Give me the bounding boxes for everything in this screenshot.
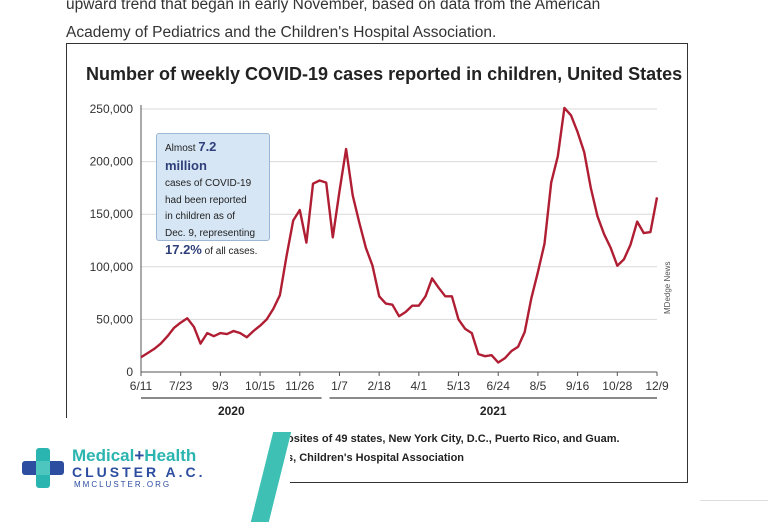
intro-line-1: upward trend that began in early Novembe… [66, 0, 601, 13]
x-tick-label: 12/9 [645, 379, 669, 393]
annotation-prefix: Almost [165, 143, 196, 154]
x-tick-label: 6/11 [130, 379, 153, 393]
annotation-percent-value: 17.2% [165, 242, 202, 257]
source-note-1: osites of 49 states, New York City, D.C.… [287, 433, 620, 445]
x-tick-label: 9/16 [566, 379, 590, 393]
line-chart: 250,000 200,000 150,000 100,000 50,000 06/11 7… [90, 102, 669, 418]
medical-cross-icon [22, 448, 64, 488]
x-tick-label: 1/7 [331, 379, 348, 393]
x-tick-label: 10/15 [245, 379, 275, 393]
x-tick-label: 9/3 [212, 379, 229, 393]
y-tick-label: 250,000 [90, 102, 134, 116]
annotation-line-4: in children as of [165, 211, 236, 222]
source-note-2: s, Children's Hospital Association [287, 452, 465, 464]
annotation-box: Almost 7.2 million cases of COVID-19 had… [156, 133, 270, 257]
article-text: upward trend that began in early Novembe… [66, 0, 756, 47]
y-tick-label: 100,000 [90, 260, 134, 274]
logo-url: MMCLUSTER.ORG [74, 480, 172, 489]
logo-brand-part2: Health [144, 446, 197, 465]
year-label-2020: 2020 [218, 404, 245, 418]
annotation-line-5: Dec. 9, representing [165, 227, 256, 239]
x-tick-label: 6/24 [487, 379, 511, 393]
annotation-line-2: cases of COVID-19 [165, 178, 252, 189]
chart-credit: MDedge News [663, 261, 672, 314]
y-tick-label: 0 [126, 365, 133, 379]
x-tick-label: 10/28 [602, 379, 632, 393]
logo-brand-plus: + [134, 446, 145, 465]
annotation-line-6: of all cases. [204, 246, 258, 257]
x-tick-label: 11/26 [285, 379, 314, 393]
divider [700, 500, 768, 501]
logo-brand: Medical+Health [72, 446, 196, 466]
intro-line-2: Academy of Pediatrics and the Children's… [66, 24, 497, 41]
x-tick-label: 8/5 [530, 379, 547, 393]
logo-subtitle: CLUSTER A.C. [72, 464, 206, 480]
x-tick-label: 7/23 [169, 379, 193, 393]
logo-brand-part1: Medical [72, 446, 135, 465]
chart-figure: Number of weekly COVID-19 cases reported… [66, 43, 688, 483]
chart-title: Number of weekly COVID-19 cases reported… [86, 64, 683, 84]
x-tick-label: 2/18 [367, 379, 391, 393]
y-tick-label: 50,000 [96, 312, 133, 326]
y-tick-label: 200,000 [90, 155, 134, 169]
year-label-2021: 2021 [480, 404, 507, 418]
annotation-line-3: had been reported [165, 194, 247, 206]
series-line-weekly-cases [140, 106, 659, 364]
y-tick-label: 150,000 [90, 207, 134, 221]
x-tick-label: 4/1 [411, 379, 428, 393]
annotation-cases-value: 7.2 million [165, 139, 217, 173]
x-tick-label: 5/13 [447, 379, 471, 393]
